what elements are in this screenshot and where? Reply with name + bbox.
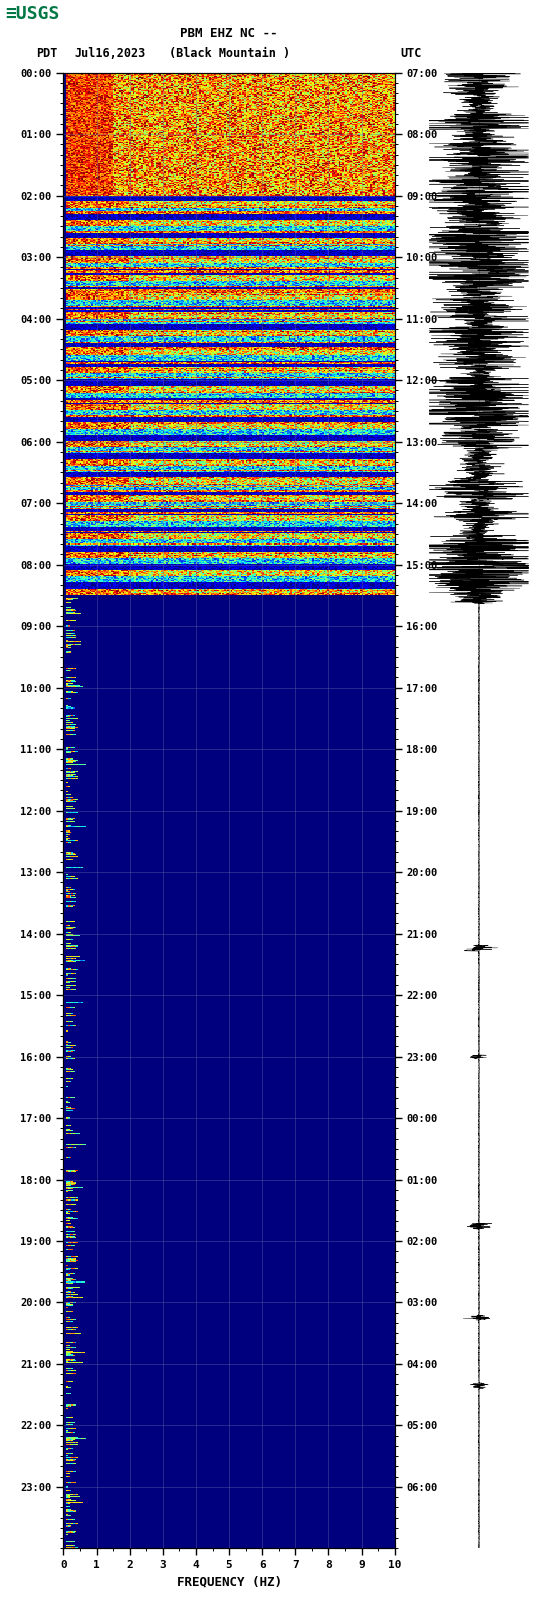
Text: PBM EHZ NC --: PBM EHZ NC -- [181, 27, 278, 40]
Text: PDT: PDT [36, 47, 58, 60]
X-axis label: FREQUENCY (HZ): FREQUENCY (HZ) [177, 1576, 282, 1589]
Text: Jul16,2023: Jul16,2023 [75, 47, 146, 60]
Text: UTC: UTC [400, 47, 422, 60]
Text: ≡USGS: ≡USGS [6, 5, 60, 23]
Text: (Black Mountain ): (Black Mountain ) [168, 47, 290, 60]
